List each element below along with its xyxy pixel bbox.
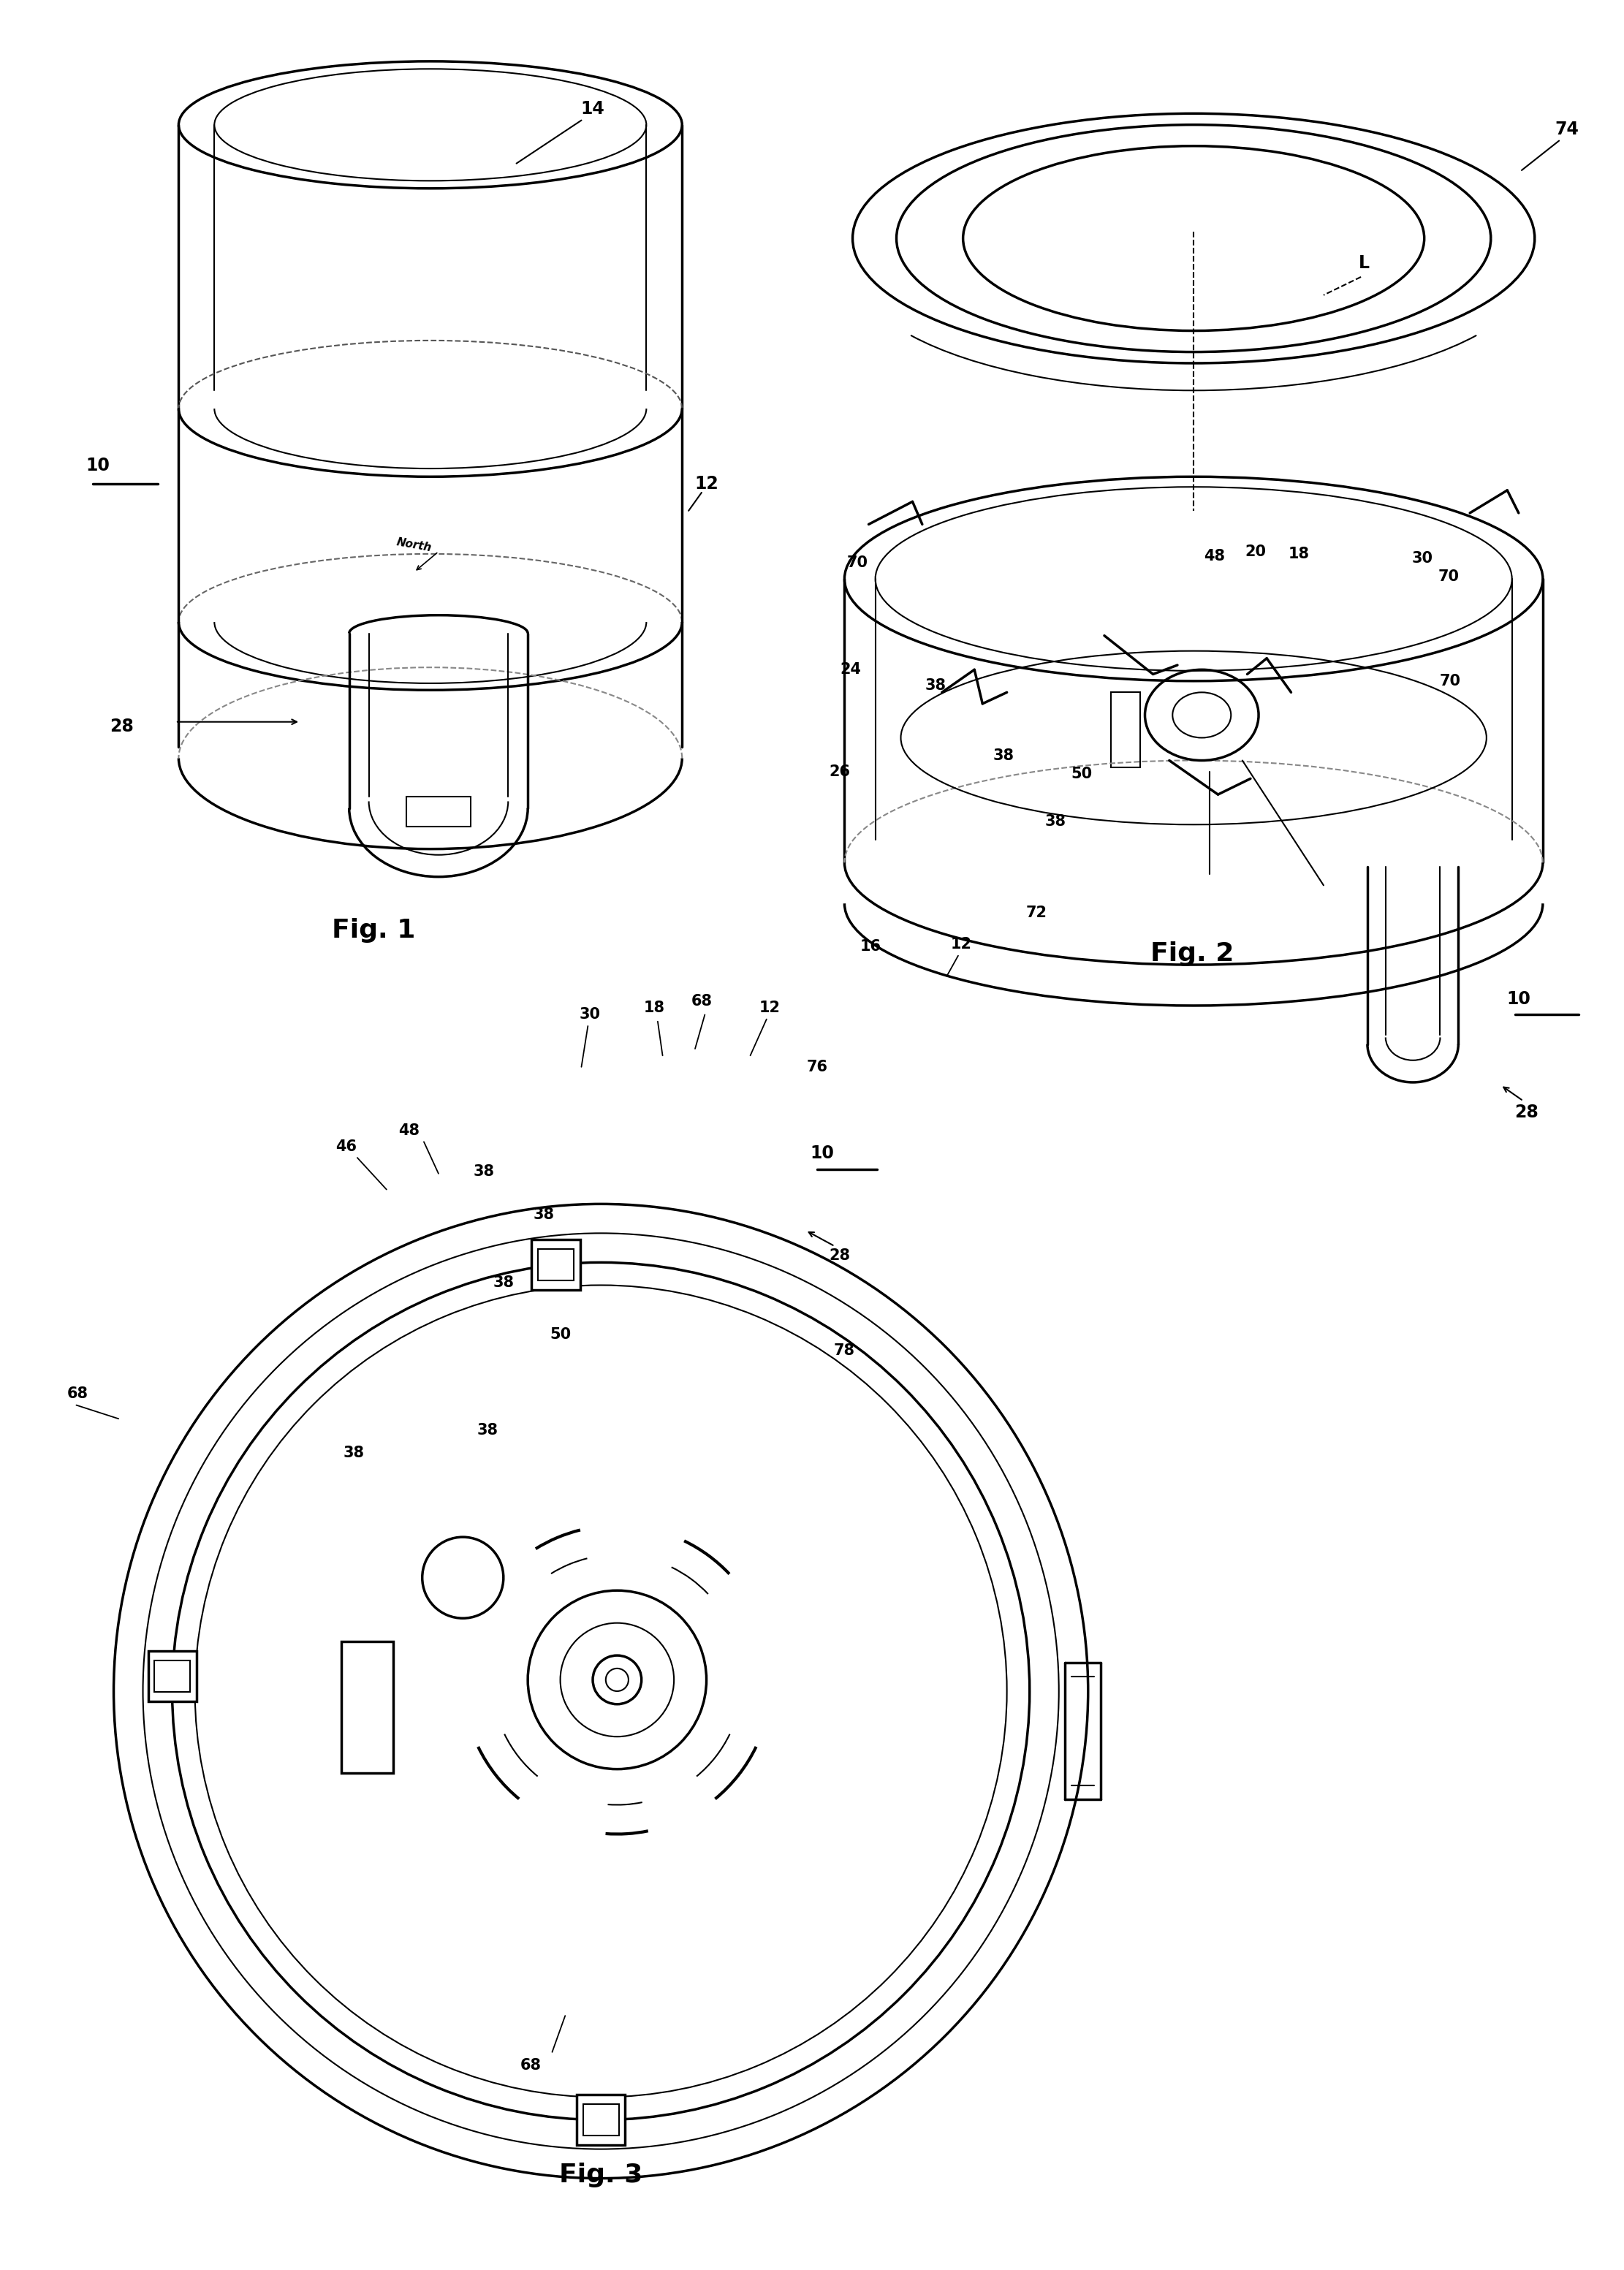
Text: 20: 20 (1244, 545, 1267, 558)
Text: 16: 16 (859, 940, 882, 953)
Bar (154, 1659, 190, 1691)
Bar (148, 1650, 197, 1700)
Text: 50: 50 (549, 1328, 572, 1342)
Text: 28: 28 (828, 1249, 851, 1262)
Text: 74: 74 (1556, 120, 1579, 138)
Text: North: North (396, 536, 432, 554)
Text: 38: 38 (343, 1446, 365, 1460)
Text: 18: 18 (643, 1001, 666, 1015)
Bar (577, 2095, 625, 2145)
Text: 70: 70 (846, 556, 869, 570)
Text: 10: 10 (86, 456, 109, 474)
Text: 68: 68 (690, 994, 713, 1008)
Text: 28: 28 (110, 717, 133, 735)
Text: 26: 26 (828, 765, 851, 779)
Text: 14: 14 (581, 100, 604, 118)
Bar (1111, 692, 1140, 767)
Text: 68: 68 (520, 2059, 542, 2073)
Text: 12: 12 (695, 474, 718, 493)
Bar (583, 2104, 619, 2136)
Text: 48: 48 (1203, 549, 1226, 563)
Text: 10: 10 (810, 1144, 833, 1162)
Text: 48: 48 (398, 1124, 421, 1137)
Text: 38: 38 (924, 679, 947, 692)
Text: 38: 38 (1044, 815, 1067, 829)
Bar (406, 797, 471, 826)
Text: 30: 30 (578, 1008, 601, 1022)
Text: 78: 78 (833, 1344, 856, 1357)
Text: L: L (1359, 254, 1369, 272)
Text: 24: 24 (840, 663, 862, 676)
Text: 12: 12 (758, 1001, 781, 1015)
Text: 28: 28 (1515, 1103, 1538, 1121)
Text: 46: 46 (335, 1140, 357, 1153)
Text: Fig. 3: Fig. 3 (559, 2163, 643, 2186)
Text: 68: 68 (67, 1387, 89, 1401)
Text: 76: 76 (806, 1060, 828, 1074)
Text: 30: 30 (1411, 552, 1434, 565)
Text: 38: 38 (992, 749, 1015, 763)
Text: 38: 38 (533, 1208, 555, 1221)
Text: 38: 38 (476, 1423, 499, 1437)
Text: 70: 70 (1437, 570, 1460, 583)
Text: 50: 50 (1070, 767, 1093, 781)
Text: 38: 38 (492, 1276, 515, 1289)
Bar (531, 1239, 580, 1289)
Text: 10: 10 (1507, 990, 1530, 1008)
Text: 18: 18 (1288, 547, 1311, 561)
Bar (341, 1641, 393, 1773)
Text: Fig. 1: Fig. 1 (331, 919, 416, 942)
Text: 70: 70 (1439, 674, 1462, 688)
Text: Fig. 2: Fig. 2 (1150, 942, 1234, 965)
Text: 38: 38 (473, 1165, 495, 1178)
Text: 12: 12 (950, 938, 973, 951)
Bar (538, 1249, 573, 1280)
Text: 72: 72 (1025, 906, 1047, 919)
